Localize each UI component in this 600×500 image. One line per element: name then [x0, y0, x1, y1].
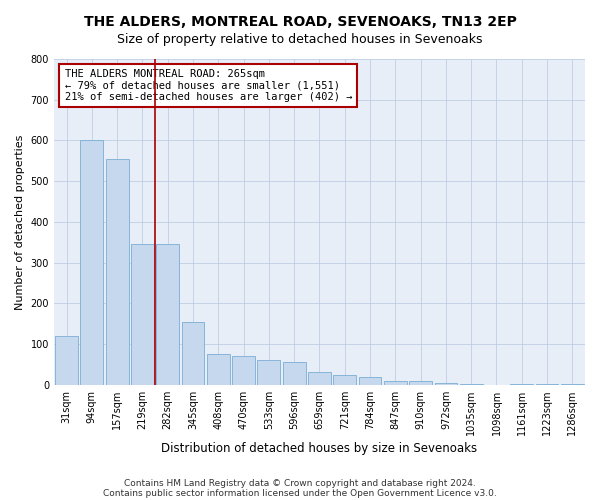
Y-axis label: Number of detached properties: Number of detached properties: [15, 134, 25, 310]
Bar: [131, 244, 154, 384]
Bar: [308, 372, 331, 384]
Bar: [182, 322, 205, 384]
Bar: [207, 354, 230, 384]
Bar: [232, 356, 255, 384]
Bar: [384, 380, 407, 384]
Text: THE ALDERS MONTREAL ROAD: 265sqm
← 79% of detached houses are smaller (1,551)
21: THE ALDERS MONTREAL ROAD: 265sqm ← 79% o…: [65, 69, 352, 102]
X-axis label: Distribution of detached houses by size in Sevenoaks: Distribution of detached houses by size …: [161, 442, 478, 455]
Bar: [334, 374, 356, 384]
Text: Size of property relative to detached houses in Sevenoaks: Size of property relative to detached ho…: [117, 32, 483, 46]
Text: Contains public sector information licensed under the Open Government Licence v3: Contains public sector information licen…: [103, 488, 497, 498]
Bar: [80, 140, 103, 384]
Bar: [434, 382, 457, 384]
Text: THE ALDERS, MONTREAL ROAD, SEVENOAKS, TN13 2EP: THE ALDERS, MONTREAL ROAD, SEVENOAKS, TN…: [83, 15, 517, 29]
Bar: [359, 376, 382, 384]
Bar: [257, 360, 280, 384]
Bar: [55, 336, 78, 384]
Bar: [409, 380, 432, 384]
Bar: [283, 362, 305, 384]
Bar: [106, 158, 128, 384]
Text: Contains HM Land Registry data © Crown copyright and database right 2024.: Contains HM Land Registry data © Crown c…: [124, 478, 476, 488]
Bar: [157, 244, 179, 384]
